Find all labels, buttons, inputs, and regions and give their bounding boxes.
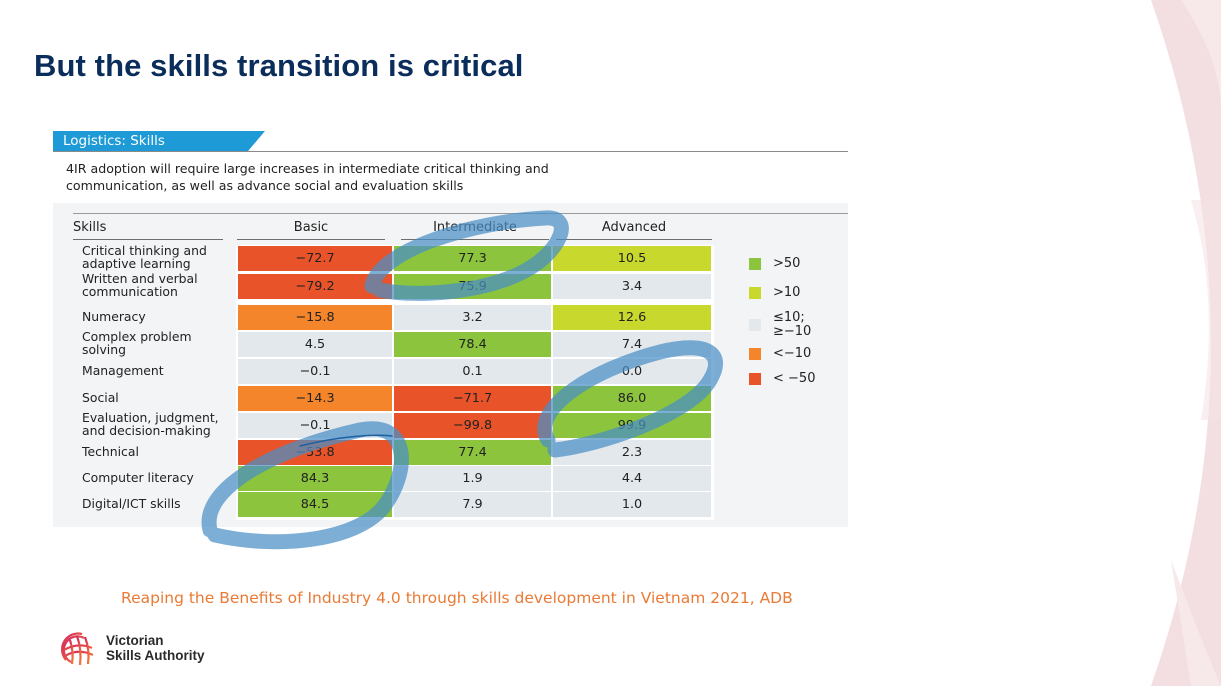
heatmap-cell: 84.5: [238, 492, 392, 517]
heatmap-cell: 12.6: [553, 305, 711, 330]
row-label: Management: [82, 362, 164, 378]
heatmap-cell: 4.5: [238, 332, 392, 357]
logo-wordmark: Victorian Skills Authority: [106, 633, 205, 663]
legend-swatch: [749, 287, 761, 299]
legend-swatch: [749, 348, 761, 360]
heatmap-cell: −99.8: [394, 413, 551, 438]
heatmap-cell: 1.0: [553, 492, 711, 517]
column-header-intermediate: Intermediate: [401, 220, 549, 240]
heatmap-cell: −14.3: [238, 386, 392, 411]
legend-item: ≤10; ≥−10: [749, 311, 811, 339]
divider: [73, 213, 848, 214]
row-label: Evaluation, judgment, and decision-makin…: [82, 410, 219, 439]
organization-logo: Victorian Skills Authority: [60, 628, 205, 668]
row-label: Computer literacy: [82, 469, 194, 485]
heatmap-cell: −0.1: [238, 359, 392, 384]
heatmap-cell: 75.9: [394, 274, 551, 299]
row-label: Digital/ICT skills: [82, 495, 181, 511]
heatmap-cell: −15.8: [238, 305, 392, 330]
column-header-basic: Basic: [237, 220, 385, 240]
row-label: Written and verbal communication: [82, 271, 198, 300]
figure-subtitle: 4IR adoption will require large increase…: [66, 161, 549, 193]
row-label: Numeracy: [82, 308, 146, 324]
row-label: Complex problem solving: [82, 329, 192, 358]
heatmap-cell: 7.9: [394, 492, 551, 517]
figure-tag: Logistics: Skills: [53, 131, 265, 151]
heatmap-cell: −72.7: [238, 246, 392, 271]
legend-label: <−10: [773, 346, 812, 361]
slide-title: But the skills transition is critical: [34, 48, 524, 83]
legend-label: < −50: [773, 371, 816, 386]
legend-label: ≤10; ≥−10: [773, 311, 811, 339]
heatmap-cell: 0.1: [394, 359, 551, 384]
row-label: Critical thinking and adaptive learning: [82, 243, 207, 272]
legend-item: >10: [749, 286, 800, 300]
heatmap-cell: −79.2: [238, 274, 392, 299]
legend-swatch: [749, 373, 761, 385]
heatmap-cell: 77.3: [394, 246, 551, 271]
heatmap-cell: 3.4: [553, 274, 711, 299]
legend-item: <−10: [749, 347, 811, 361]
heatmap-cell: 99.9: [553, 413, 711, 438]
heatmap-cell: −71.7: [394, 386, 551, 411]
legend-swatch: [749, 258, 761, 270]
heatmap-cell: 1.9: [394, 466, 551, 491]
heatmap-cell: 4.4: [553, 466, 711, 491]
column-header-skills: Skills: [73, 220, 223, 240]
globe-logo-icon: [61, 632, 94, 666]
legend-label-line: ≥−10: [773, 324, 812, 339]
heatmap-cell: 0.0: [553, 359, 711, 384]
legend-label: >50: [773, 256, 801, 271]
column-header-advanced: Advanced: [556, 220, 712, 240]
divider: [53, 151, 848, 152]
heatmap-cell: 2.3: [553, 440, 711, 465]
heatmap-cell: 86.0: [553, 386, 711, 411]
legend-label-line: ≤10;: [773, 310, 805, 325]
legend-item: >50: [749, 257, 800, 271]
legend-label: >10: [773, 285, 801, 300]
logo-line-1: Victorian: [106, 633, 164, 648]
heatmap-cell: 10.5: [553, 246, 711, 271]
row-label: Technical: [82, 443, 139, 459]
heatmap-cell: −0.1: [238, 413, 392, 438]
heatmap-cell: 3.2: [394, 305, 551, 330]
logo-line-2: Skills Authority: [106, 648, 205, 663]
heatmap-cell: 78.4: [394, 332, 551, 357]
row-label: Social: [82, 389, 119, 405]
legend-item: < −50: [749, 372, 815, 386]
heatmap-cell: −53.8: [238, 440, 392, 465]
legend-swatch: [749, 319, 761, 331]
background-decoration: [1151, 0, 1221, 686]
source-citation: Reaping the Benefits of Industry 4.0 thr…: [121, 589, 793, 607]
heatmap-cell: 77.4: [394, 440, 551, 465]
heatmap-cell: 7.4: [553, 332, 711, 357]
heatmap-cell: 84.3: [238, 466, 392, 491]
